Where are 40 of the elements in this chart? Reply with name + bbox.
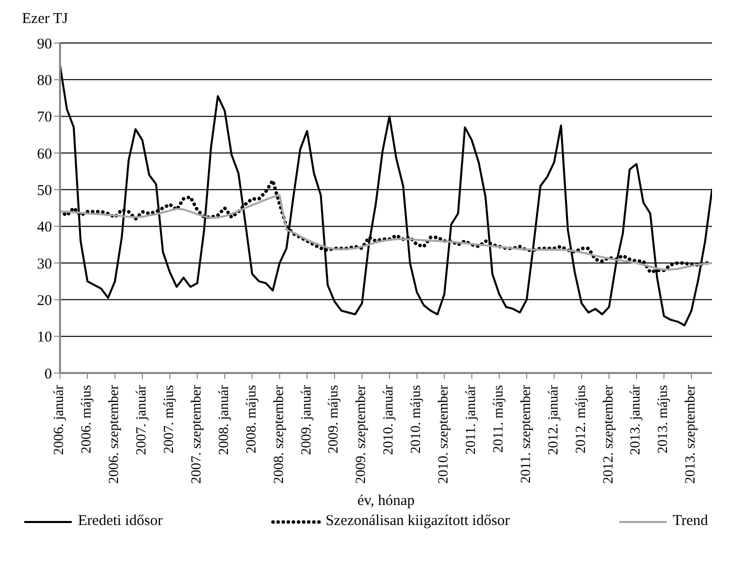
x-tick-label: 2007. szeptember — [189, 384, 204, 484]
y-tick-label: 40 — [37, 220, 52, 236]
legend-label: Eredeti idősor — [78, 513, 163, 530]
x-tick-label: 2010. május — [409, 385, 424, 454]
y-tick-label: 60 — [37, 146, 52, 162]
x-tick-label: 2012. május — [574, 385, 589, 454]
x-tick-label: 2010. január — [382, 384, 397, 455]
x-tick-label: 2013. május — [656, 385, 672, 454]
y-tick-label: 90 — [37, 36, 52, 52]
legend-label: Trend — [672, 513, 708, 530]
x-tick-label: 2006. május — [80, 385, 95, 454]
x-tick-label: 2008. szeptember — [272, 384, 287, 484]
y-tick-label: 0 — [44, 366, 52, 382]
x-tick-label: 2013. január — [628, 384, 644, 455]
y-tick-label: 20 — [37, 292, 52, 309]
x-tick-label: 2012. szeptember — [601, 384, 616, 484]
x-tick-label: 2007. május — [162, 385, 178, 454]
line-series — [60, 194, 712, 271]
y-tick-label: 70 — [37, 110, 52, 126]
x-tick-label: 2010. szeptember — [436, 384, 452, 484]
x-tick-label: 2008. május — [244, 385, 260, 454]
y-tick-label: 50 — [37, 182, 52, 199]
x-tick-label: 2006. szeptember — [107, 384, 122, 484]
x-tick-label: 2007. január — [134, 384, 150, 455]
x-axis-title: év, hónap — [357, 493, 415, 509]
x-tick-label: 2009. január — [299, 384, 314, 455]
x-tick-label: 2013. szeptember — [684, 384, 699, 484]
x-tick-label: 2009. szeptember — [354, 384, 370, 484]
x-tick-label: 2011. május — [491, 385, 506, 453]
y-tick-label: 30 — [37, 256, 52, 272]
x-tick-label: 2009. május — [326, 385, 342, 454]
x-tick-label: 2011. szeptember — [518, 384, 534, 484]
x-tick-label: 2012. január — [546, 384, 562, 455]
legend-label: Szezonálisan kiigazított idősor — [326, 513, 510, 530]
y-axis-title: Ezer TJ — [22, 11, 68, 27]
x-tick-label: 2011. január — [464, 384, 480, 454]
x-tick-label: 2006. január — [52, 384, 68, 455]
y-tick-label: 10 — [37, 330, 52, 346]
x-tick-label: 2008. január — [216, 384, 232, 455]
y-tick-label: 80 — [37, 72, 52, 89]
